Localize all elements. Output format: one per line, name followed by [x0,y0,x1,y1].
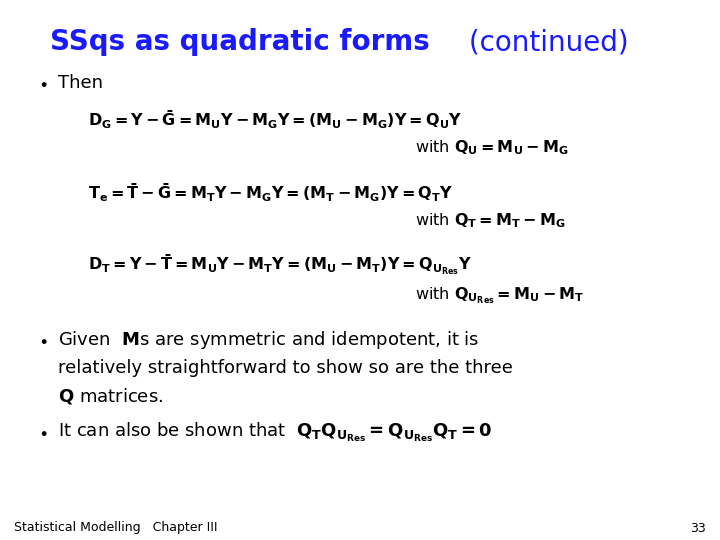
Text: Statistical Modelling   Chapter III: Statistical Modelling Chapter III [14,522,217,535]
Text: with $\mathbf{Q_{U_{Res}} = M_U - M_T}$: with $\mathbf{Q_{U_{Res}} = M_U - M_T}$ [415,286,585,306]
Text: $\bullet$: $\bullet$ [38,331,48,349]
Text: $\mathbf{D_G = Y - \bar{G} = M_U Y - M_G Y = (M_U - M_G)Y = Q_U Y}$: $\mathbf{D_G = Y - \bar{G} = M_U Y - M_G… [88,109,462,131]
Text: SSqs as quadratic forms: SSqs as quadratic forms [50,28,430,56]
Text: (continued): (continued) [460,28,629,56]
Text: relatively straightforward to show so are the three: relatively straightforward to show so ar… [58,359,513,377]
Text: $\mathbf{D_T = Y - \bar{T} = M_U Y - M_T Y = (M_U - M_T)Y = Q_{U_{Res}} Y}$: $\mathbf{D_T = Y - \bar{T} = M_U Y - M_T… [88,253,472,278]
Text: with $\mathbf{Q_U = M_U - M_G}$: with $\mathbf{Q_U = M_U - M_G}$ [415,139,569,157]
Text: $\mathbf{Q}$ matrices.: $\mathbf{Q}$ matrices. [58,386,163,406]
Text: $\bullet$: $\bullet$ [38,74,48,92]
Text: with $\mathbf{Q_T = M_T - M_G}$: with $\mathbf{Q_T = M_T - M_G}$ [415,212,566,231]
Text: Given  $\mathbf{M}$s are symmetric and idempotent, it is: Given $\mathbf{M}$s are symmetric and id… [58,329,480,351]
Text: 33: 33 [690,522,706,535]
Text: $\bullet$: $\bullet$ [38,423,48,441]
Text: It can also be shown that  $\mathbf{Q_T Q_{U_{Res}} = Q_{U_{Res}} Q_T = 0}$: It can also be shown that $\mathbf{Q_T Q… [58,421,492,443]
Text: Then: Then [58,74,103,92]
Text: $\mathbf{T_e = \bar{T} - \bar{G} = M_T Y - M_G Y = (M_T - M_G)Y = Q_T Y}$: $\mathbf{T_e = \bar{T} - \bar{G} = M_T Y… [88,181,454,204]
